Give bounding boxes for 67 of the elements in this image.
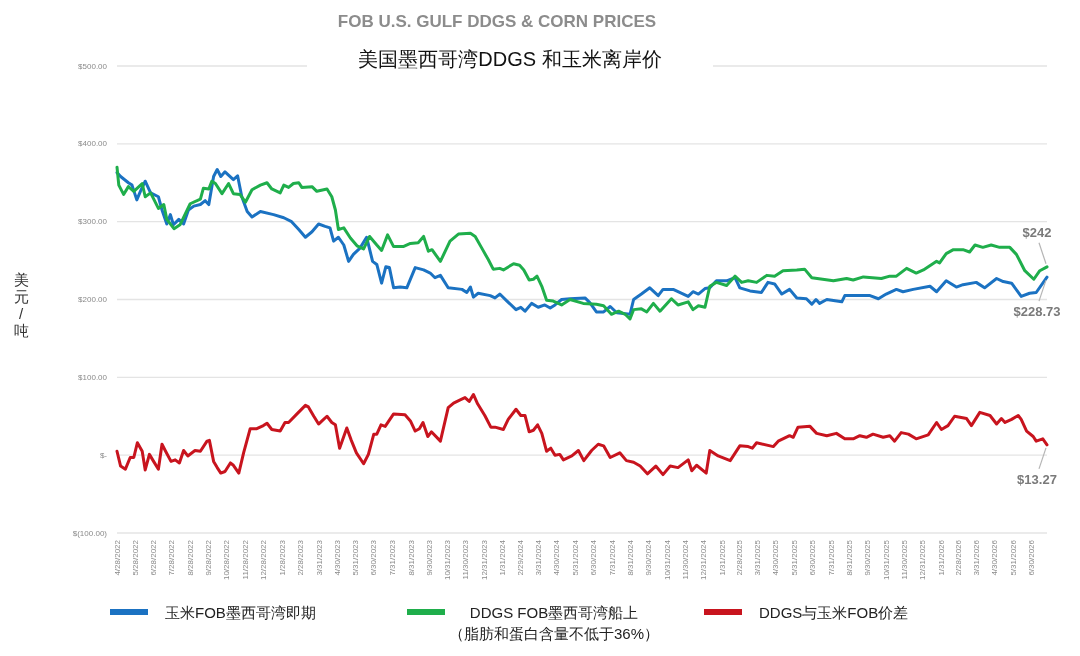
x-tick-label: 6/30/2025 — [807, 539, 817, 576]
legend-label: 玉米FOB墨西哥湾即期 — [165, 604, 316, 621]
y-tick-label: $- — [99, 450, 108, 460]
x-tick-label: 2/28/2025 — [734, 539, 744, 576]
x-tick-label: 11/30/2025 — [899, 539, 909, 580]
x-tick-label: 5/31/2026 — [1008, 539, 1018, 576]
annotation: $242 — [1022, 224, 1052, 240]
x-tick-label: 4/28/2022 — [112, 539, 122, 576]
x-tick-label: 4/30/2023 — [332, 539, 342, 576]
y-tick-label: $(100.00) — [72, 528, 108, 538]
x-tick-label: 8/31/2024 — [626, 539, 636, 576]
x-tick-label: 3/31/2024 — [534, 539, 544, 576]
x-tick-label: 12/31/2023 — [479, 539, 489, 581]
x-tick-label: 3/31/2025 — [753, 539, 763, 576]
x-tick-label: 4/30/2026 — [990, 539, 1000, 576]
x-tick-label: 9/30/2024 — [644, 539, 654, 576]
x-tick-label: 8/31/2025 — [845, 539, 855, 576]
x-tick-label: 5/28/2022 — [130, 539, 140, 576]
x-tick-label: 12/31/2025 — [918, 539, 928, 581]
chart-title: FOB U.S. GULF DDGS & CORN PRICES — [337, 12, 657, 31]
x-tick-label: 1/31/2024 — [498, 539, 508, 576]
x-tick-label: 2/28/2023 — [296, 539, 306, 576]
x-tick-label: 10/31/2024 — [662, 539, 672, 581]
legend-label: DDGS与玉米FOB价差 — [759, 604, 909, 621]
x-tick-label: 6/28/2022 — [149, 539, 159, 576]
x-tick-label: 3/31/2026 — [972, 539, 982, 576]
x-tick-label: 10/28/2022 — [222, 539, 232, 581]
x-tick-label: 11/30/2023 — [461, 539, 471, 580]
y-tick-label: $500.00 — [78, 61, 108, 71]
y-tick-label: $400.00 — [78, 139, 108, 149]
x-tick-label: 12/31/2024 — [699, 539, 709, 581]
x-tick-label: 1/31/2026 — [936, 539, 946, 576]
x-tick-label: 9/30/2025 — [863, 539, 873, 576]
annotation: $228.73 — [1013, 304, 1061, 320]
chart-subtitle: 美国墨西哥湾DDGS 和玉米离岸价 — [358, 48, 662, 70]
x-tick-label: 6/30/2024 — [588, 539, 598, 576]
x-tick-label: 7/31/2023 — [387, 539, 397, 576]
x-tick-label: 1/28/2023 — [277, 539, 287, 576]
x-tick-label: 6/30/2023 — [369, 539, 379, 576]
x-tick-label: 10/31/2025 — [881, 539, 891, 581]
x-tick-label: 1/31/2025 — [717, 539, 727, 576]
x-tick-label: 4/30/2024 — [552, 539, 562, 576]
x-tick-label: 8/31/2023 — [406, 539, 416, 576]
x-tick-label: 12/28/2022 — [258, 539, 268, 581]
y-tick-label: $300.00 — [78, 217, 108, 227]
x-tick-label: 6/30/2026 — [1026, 539, 1036, 576]
x-tick-label: 5/31/2024 — [570, 539, 580, 576]
x-tick-label: 11/30/2024 — [680, 539, 690, 580]
legend-label: DDGS FOB墨西哥湾船上（脂肪和蛋白含量不低于36%） — [449, 604, 660, 642]
x-tick-label: 9/28/2022 — [204, 539, 214, 576]
y-tick-label: $100.00 — [78, 372, 108, 382]
x-tick-label: 7/31/2025 — [826, 539, 836, 576]
x-tick-label: 10/31/2023 — [443, 539, 453, 581]
annotation: $13.27 — [1017, 471, 1057, 487]
y-tick-label: $200.00 — [78, 295, 108, 304]
x-tick-label: 8/28/2022 — [185, 539, 195, 576]
x-tick-label: 11/28/2022 — [240, 539, 250, 580]
x-tick-label: 2/29/2024 — [515, 539, 525, 576]
x-tick-label: 4/30/2025 — [771, 539, 781, 576]
x-tick-label: 7/31/2024 — [607, 539, 617, 576]
x-tick-label: 9/30/2023 — [424, 539, 434, 576]
x-tick-label: 2/28/2026 — [953, 539, 963, 576]
x-tick-label: 5/31/2023 — [351, 539, 361, 576]
x-tick-label: 5/31/2025 — [789, 539, 799, 576]
x-tick-label: 7/28/2022 — [167, 539, 177, 576]
y-axis-title: 美元/吨 — [13, 270, 29, 339]
x-tick-label: 3/31/2023 — [314, 539, 324, 576]
